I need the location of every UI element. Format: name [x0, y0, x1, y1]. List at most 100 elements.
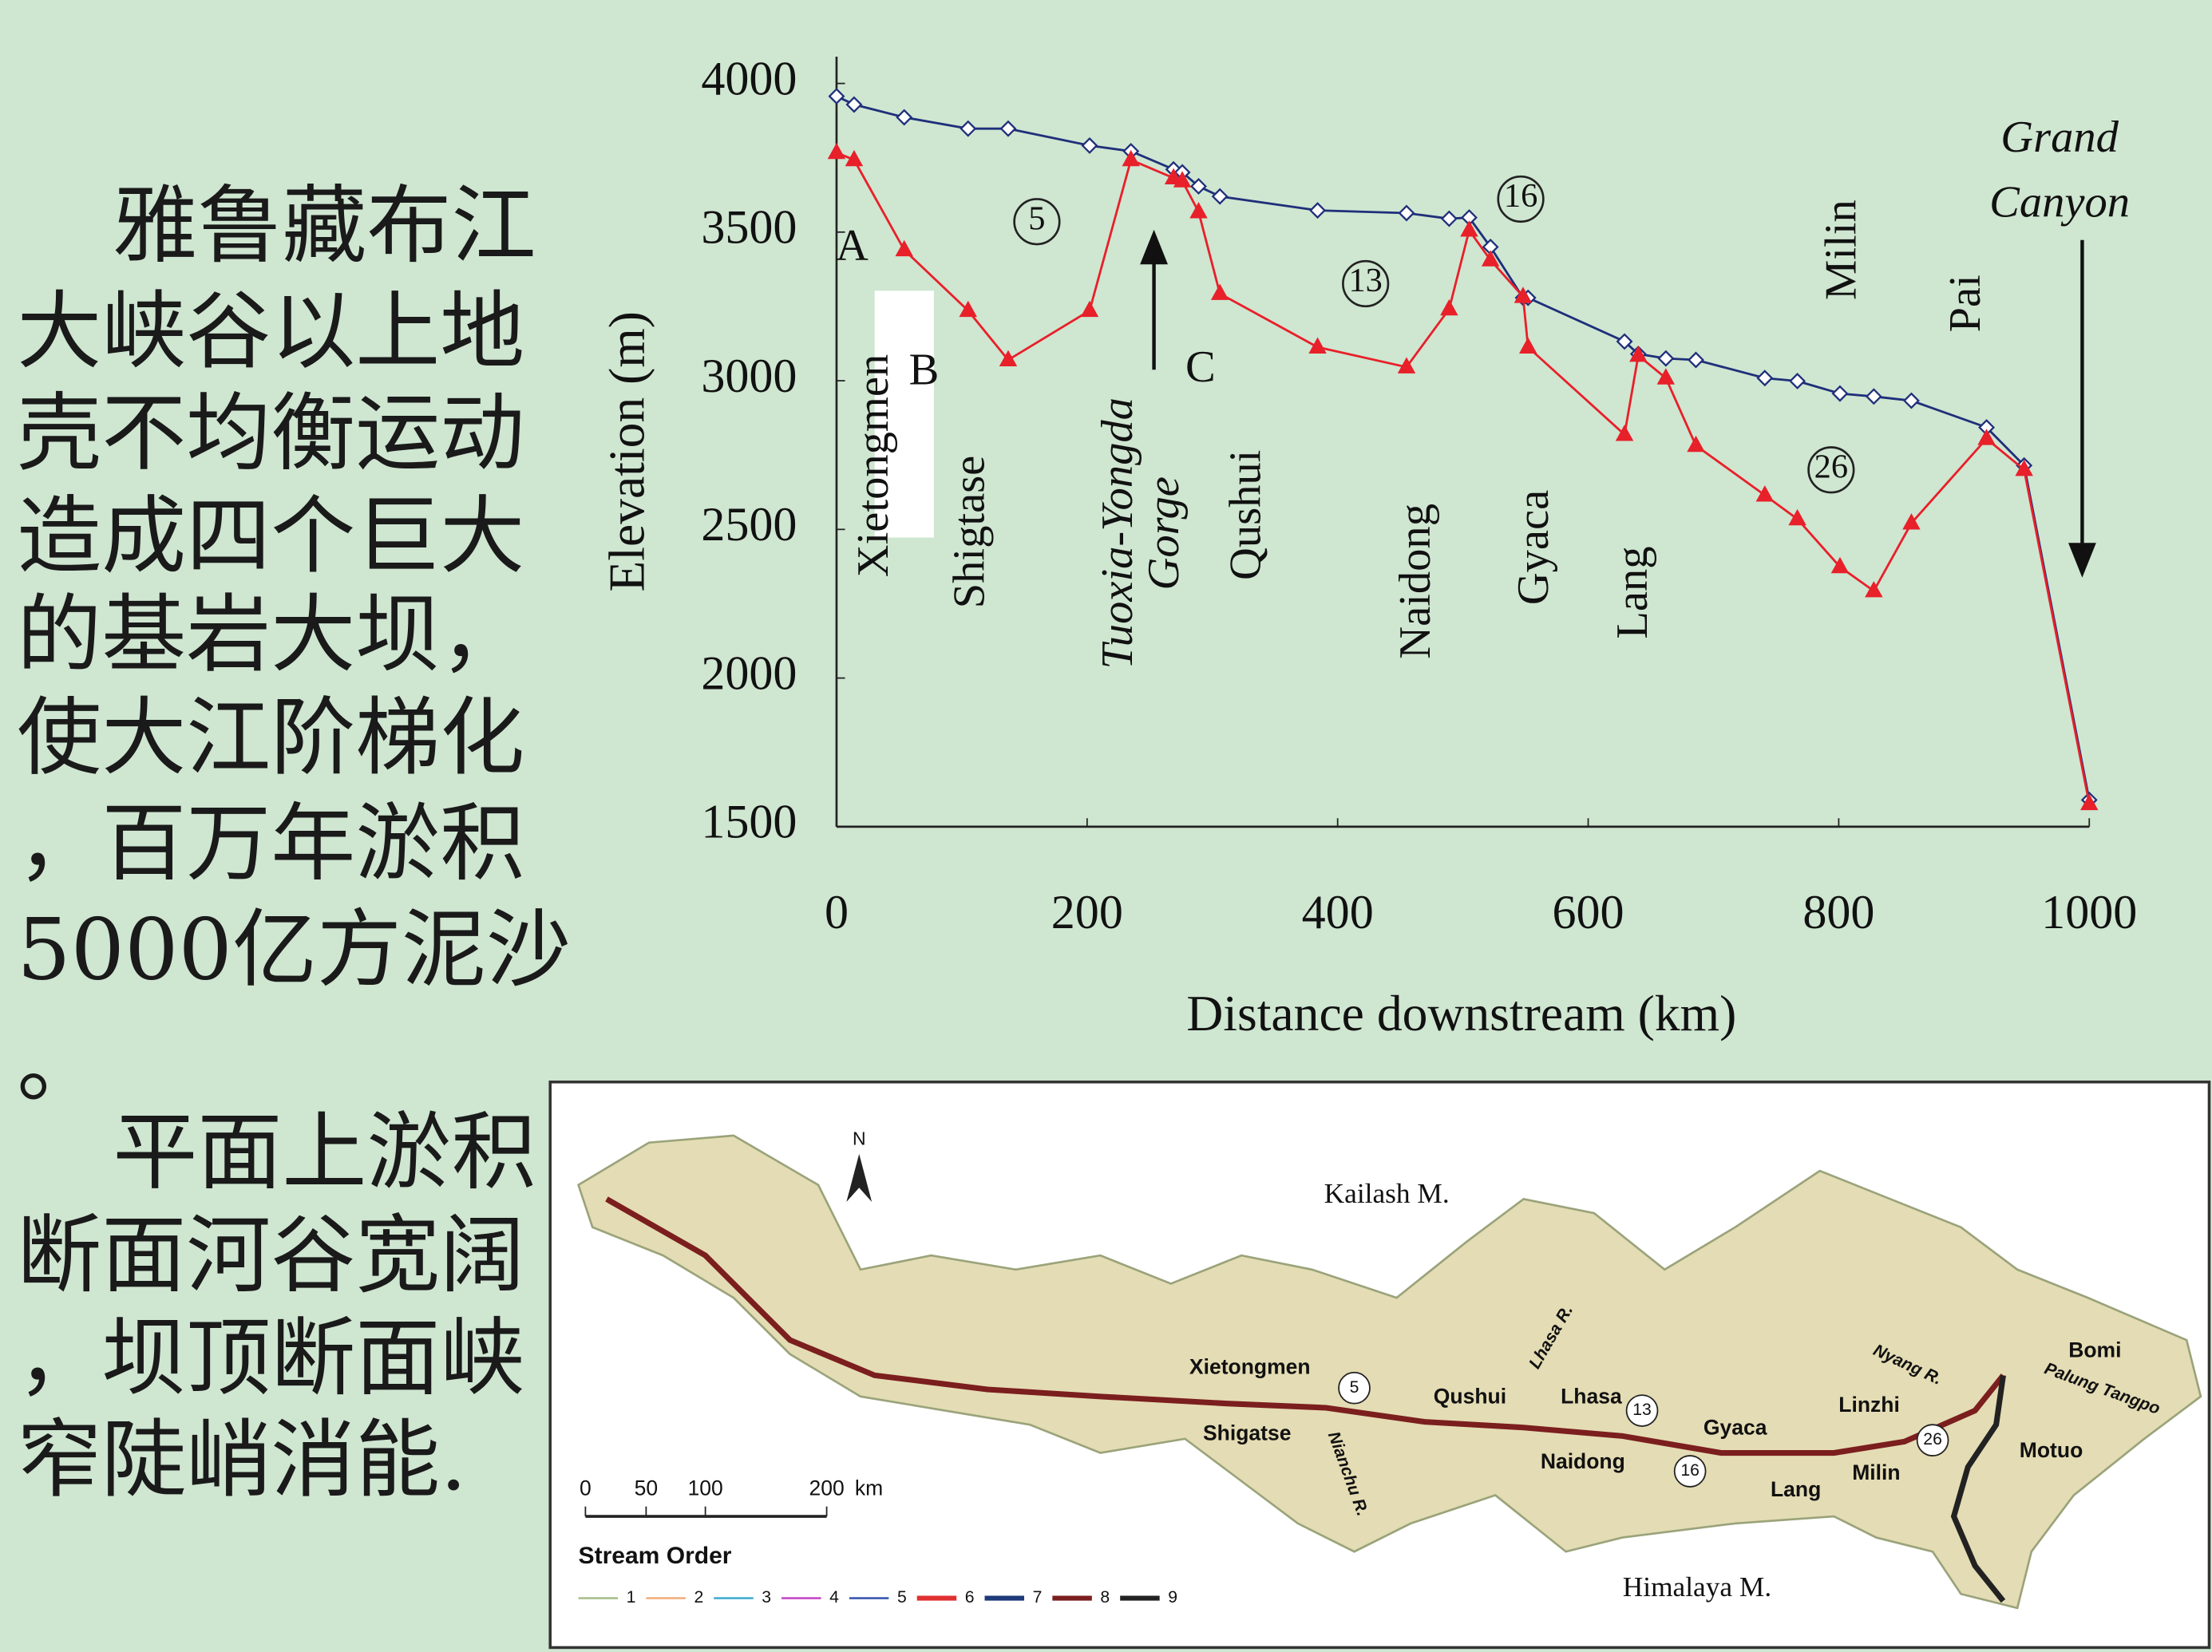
annotation: Pai [1941, 275, 1990, 332]
annotation: A [836, 221, 869, 271]
scale-label: 50 [635, 1476, 658, 1500]
map-label: Lhasa [1561, 1385, 1622, 1409]
legend-label: 5 [897, 1588, 907, 1607]
legend-title: Stream Order [579, 1543, 732, 1569]
point [1688, 351, 1704, 369]
annotation: Grand [2000, 113, 2119, 162]
annotation: Xietongmen [849, 354, 898, 578]
y-tick-label: 2500 [701, 497, 797, 551]
point [845, 149, 864, 167]
point [1460, 220, 1478, 237]
point [1756, 370, 1774, 387]
point [896, 109, 913, 126]
point [1755, 485, 1775, 502]
legend-label: 2 [694, 1588, 703, 1607]
annotation: C [1185, 342, 1216, 392]
legend-label: 9 [1168, 1588, 1177, 1607]
annotation: 26 [1814, 449, 1848, 486]
text-line: 。 [17, 1017, 101, 1115]
circle-marker [1807, 446, 1855, 494]
point [1657, 350, 1675, 367]
point [1788, 508, 1806, 526]
annotation: 13 [1348, 262, 1382, 299]
text-line: 的基岩大坝， [17, 587, 524, 685]
annotation: 16 [1504, 177, 1537, 215]
point [1977, 429, 1996, 445]
annotation: Qushui [1221, 450, 1271, 580]
text-line: ，坝顶断面峡 [17, 1310, 524, 1409]
point [999, 350, 1018, 366]
legend-label: 7 [1033, 1588, 1043, 1607]
text-line: 壳不均衡运动 [17, 385, 524, 483]
map-circle [1673, 1455, 1707, 1488]
point [1309, 202, 1327, 219]
x-tick-label: 400 [1302, 885, 1374, 939]
text-line: 断面河谷宽阔 [17, 1207, 524, 1306]
point [1173, 171, 1192, 188]
map-label: 13 [1632, 1401, 1652, 1419]
point [1308, 337, 1327, 354]
x-axis-title: Distance downstream (km) [1186, 985, 1736, 1041]
point [895, 239, 913, 257]
text-line: 大峡谷以上地 [17, 283, 524, 381]
point [1481, 250, 1500, 267]
point [960, 120, 977, 137]
text-line: 平面上淤积 [113, 1105, 536, 1203]
circle-marker [1342, 259, 1390, 308]
point [1514, 287, 1533, 303]
point [1616, 333, 1633, 350]
point [1687, 435, 1705, 453]
point [1397, 357, 1416, 373]
y-tick-label: 1500 [701, 795, 797, 848]
map-label: Himalaya M. [1623, 1571, 1771, 1603]
map-label: Milin [1852, 1460, 1900, 1484]
point [1902, 392, 1920, 409]
point [1830, 556, 1850, 574]
circle-marker [1497, 175, 1545, 223]
x-tick-label: 800 [1802, 885, 1874, 939]
x-tick-label: 200 [1051, 885, 1123, 939]
map-circle [1916, 1424, 1949, 1456]
point [1440, 298, 1458, 316]
map-label: Naidong [1541, 1449, 1625, 1473]
point [1865, 581, 1883, 598]
y-tick-label: 4000 [701, 51, 797, 105]
point [1629, 345, 1648, 362]
annotation: Shigtase [944, 456, 994, 609]
point [1211, 188, 1229, 205]
annotation: Tuoxia-Yongda [1093, 397, 1142, 669]
y-tick-label: 3500 [701, 200, 797, 254]
text-line: 雅鲁藏布江 [113, 178, 536, 276]
annotation: B [909, 346, 940, 395]
point [1902, 513, 1921, 530]
point [1519, 337, 1537, 354]
north-arrow [846, 1153, 873, 1202]
annotation: 5 [1028, 200, 1045, 237]
point [845, 96, 863, 113]
text-line: 造成四个巨大 [17, 488, 524, 586]
point [828, 88, 845, 105]
y-axis-title: Elevation (m) [598, 311, 655, 592]
map-label: 16 [1680, 1461, 1700, 1480]
scale-label: 100 [688, 1476, 723, 1500]
text-line: 使大江阶梯化 [17, 690, 524, 788]
annotation: Gorge [1139, 476, 1189, 590]
map-label: Linzhi [1838, 1393, 1900, 1417]
point [1440, 210, 1458, 227]
point [1615, 425, 1634, 441]
map-label: Xietongmen [1189, 1354, 1311, 1378]
point [1210, 283, 1229, 300]
legend-label: 6 [965, 1588, 975, 1607]
point [1080, 300, 1099, 318]
map-label: Shigatse [1203, 1421, 1291, 1445]
map-label: Qushui [1434, 1385, 1506, 1409]
north-label: N [853, 1128, 866, 1148]
x-tick-label: 600 [1552, 885, 1624, 939]
y-tick-label: 2000 [701, 646, 797, 699]
scale-label: 200 [809, 1476, 844, 1500]
point [1398, 204, 1415, 222]
point [959, 300, 977, 318]
arrow-up [1140, 229, 1168, 370]
